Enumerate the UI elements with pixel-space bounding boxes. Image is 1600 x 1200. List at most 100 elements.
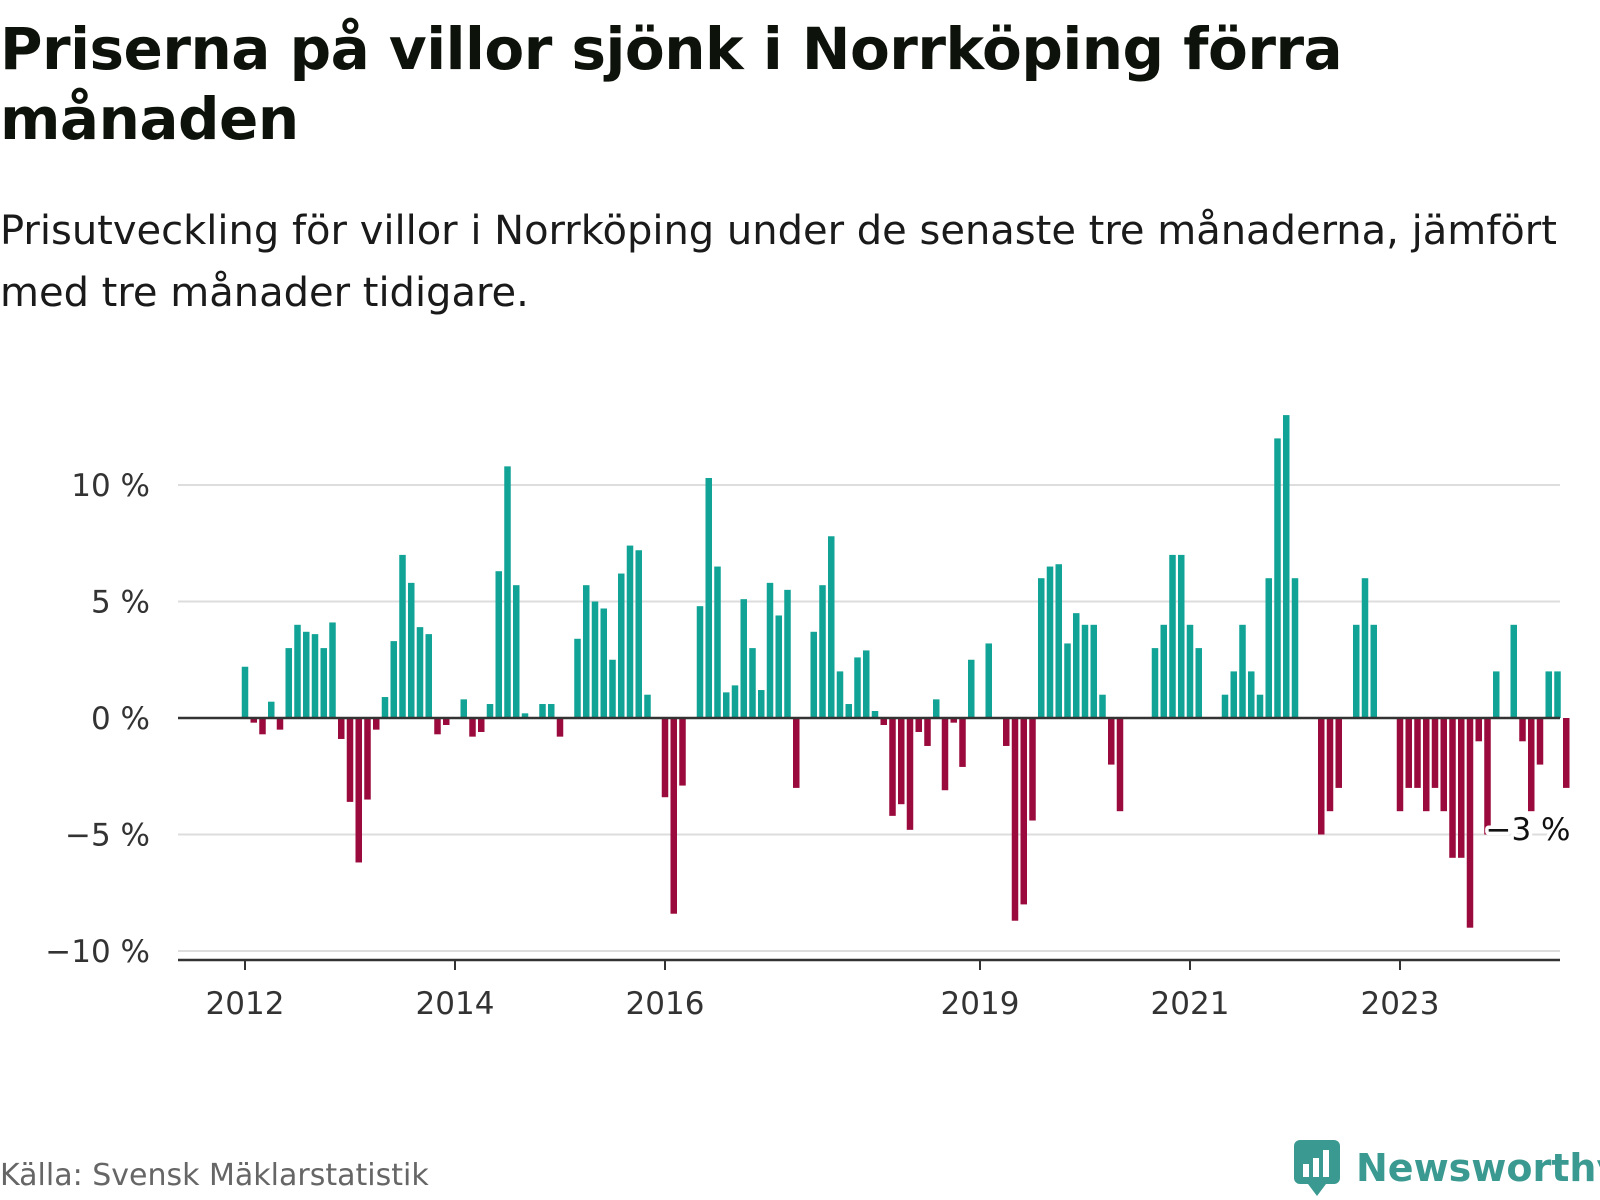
y-axis-labels: 10 % 5 % 0 % −5 % −10 %	[45, 468, 150, 970]
bar-2012-02	[250, 718, 257, 723]
bar-2014-03	[469, 718, 476, 737]
bar-2013-06	[390, 641, 397, 718]
bar-2014-08	[513, 585, 520, 718]
bar-2019-08	[1038, 578, 1045, 718]
bar-2015-09	[626, 545, 634, 718]
bar-2017-03	[784, 589, 791, 718]
bar-2019-10	[1055, 564, 1062, 718]
bar-2013-08	[408, 582, 415, 718]
x-tick-label: 2016	[626, 986, 705, 1022]
last-value-annotation: −3 %	[1486, 812, 1571, 848]
chart-title: Priserna på villor sjönk i Norrköping fö…	[0, 15, 1343, 153]
y-tick-label: 10 %	[71, 468, 150, 504]
bar-2019-04	[1003, 718, 1010, 746]
bar-2017-04	[793, 718, 800, 788]
bar-2018-06	[915, 718, 922, 732]
bar-undefined	[1563, 718, 1570, 788]
bar-2015-05	[591, 601, 599, 718]
bar-2015-04	[583, 585, 590, 718]
bar-2018-11	[959, 718, 966, 767]
bar-2019-07	[1029, 718, 1036, 821]
bar-2014-06	[495, 571, 502, 718]
bar-2023-04	[1423, 718, 1430, 812]
bar-undefined	[1545, 671, 1552, 718]
bar-2020-11	[1169, 554, 1176, 718]
bar-2023-05	[1431, 718, 1439, 788]
bar-2013-09	[416, 627, 424, 718]
bar-2014-07	[504, 466, 511, 718]
bar-2018-04	[898, 718, 905, 805]
bar-2017-08	[828, 536, 835, 718]
bar-2022-09	[1361, 578, 1369, 718]
x-tick-label: 2023	[1361, 986, 1440, 1022]
bar-2018-01	[871, 711, 879, 718]
bar-2012-11	[329, 622, 336, 718]
annotations: −3 %	[1482, 808, 1574, 851]
bar-2016-01	[661, 718, 669, 798]
bar-2018-07	[924, 718, 931, 746]
brand-name: Newsworthy	[1356, 1146, 1600, 1190]
bar-2016-05	[696, 606, 704, 718]
bar-2023-09	[1466, 718, 1474, 928]
bar-2022-01	[1291, 578, 1299, 718]
bar-2023-01	[1396, 718, 1404, 812]
bar-2017-02	[775, 615, 782, 718]
newsworthy-logo-icon	[1294, 1140, 1340, 1196]
bar-2019-11	[1064, 643, 1071, 718]
bar-2022-08	[1353, 624, 1360, 718]
bar-2015-06	[600, 608, 607, 718]
bar-2015-10	[635, 550, 642, 718]
bar-2020-05	[1116, 718, 1124, 812]
bar-2016-10	[740, 599, 747, 718]
bar-2012-08	[303, 631, 310, 718]
bar-2016-08	[723, 692, 730, 718]
bar-2018-02	[880, 718, 887, 725]
bar-2019-02	[985, 643, 992, 718]
bar-2018-10	[950, 718, 957, 723]
bar-2019-06	[1020, 718, 1027, 905]
bar-2019-05	[1011, 718, 1019, 921]
bar-2020-12	[1178, 554, 1185, 718]
bar-undefined	[1536, 718, 1544, 765]
bar-2014-04	[478, 718, 485, 732]
bar-2018-09	[941, 718, 949, 791]
bar-2016-09	[731, 685, 739, 718]
bar-2021-06	[1230, 671, 1237, 718]
y-tick-label: −5 %	[65, 818, 150, 854]
bar-2012-04	[268, 701, 275, 718]
bar-2012-07	[294, 624, 301, 718]
bar-2015-01	[556, 718, 564, 737]
x-tick-label: 2019	[941, 986, 1020, 1022]
bar-2021-08	[1248, 671, 1255, 718]
bar-2017-11	[854, 657, 861, 718]
bar-2015-08	[618, 573, 625, 718]
bar-2016-07	[714, 566, 721, 718]
x-tick-label: 2012	[206, 986, 285, 1022]
bar-2015-03	[574, 638, 581, 718]
bar-2023-02	[1405, 718, 1412, 788]
bar-2020-10	[1160, 624, 1167, 718]
bar-2021-05	[1221, 694, 1229, 718]
bar-2015-07	[609, 659, 616, 718]
bar-2013-04	[373, 718, 380, 730]
bar-undefined	[1519, 718, 1526, 742]
bar-2014-11	[539, 704, 546, 718]
bar-2012-12	[338, 718, 345, 739]
bar-2012-05	[276, 718, 284, 730]
bar-2018-08	[933, 699, 940, 718]
bar-2021-01	[1186, 624, 1194, 718]
bar-2014-05	[486, 704, 494, 718]
bar-2023-10	[1475, 718, 1482, 742]
chart-subtitle: Prisutveckling för villor i Norrköping u…	[0, 208, 1557, 316]
bar-2012-06	[285, 648, 292, 718]
bar-2013-05	[381, 697, 389, 718]
bar-2013-10	[425, 634, 432, 718]
bar-2012-03	[259, 718, 266, 735]
bar-undefined	[1554, 671, 1561, 718]
x-tick-label: 2021	[1151, 986, 1230, 1022]
bar-2021-02	[1195, 648, 1202, 718]
brand-logo: Newsworthy	[1292, 1138, 1600, 1198]
bar-2020-02	[1090, 624, 1097, 718]
bar-undefined	[1528, 718, 1535, 812]
bar-2021-10	[1265, 578, 1272, 718]
